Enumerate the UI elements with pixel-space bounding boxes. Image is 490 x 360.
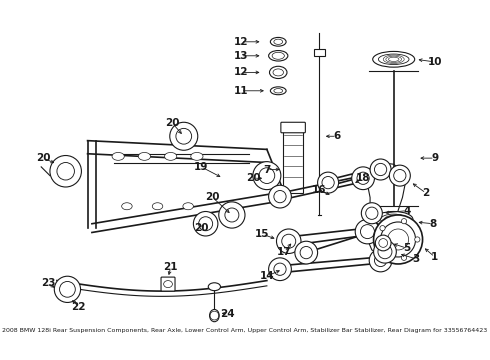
Ellipse shape <box>269 50 288 61</box>
Circle shape <box>369 249 392 272</box>
Ellipse shape <box>152 203 163 210</box>
Ellipse shape <box>373 51 415 67</box>
Text: 24: 24 <box>220 309 235 319</box>
Circle shape <box>352 167 374 190</box>
Text: 20: 20 <box>37 153 51 163</box>
Text: 12: 12 <box>233 37 248 47</box>
Circle shape <box>415 237 420 242</box>
Text: 19: 19 <box>194 162 208 172</box>
Text: 5: 5 <box>403 243 411 253</box>
Circle shape <box>380 226 385 231</box>
Circle shape <box>373 215 422 264</box>
Circle shape <box>401 219 407 224</box>
Text: 22: 22 <box>72 302 86 312</box>
Polygon shape <box>368 162 405 255</box>
Circle shape <box>276 229 301 253</box>
Circle shape <box>355 219 380 244</box>
FancyBboxPatch shape <box>281 122 305 133</box>
Text: 2: 2 <box>422 188 430 198</box>
Ellipse shape <box>183 203 194 210</box>
Ellipse shape <box>270 87 286 95</box>
Circle shape <box>54 276 80 302</box>
Ellipse shape <box>112 152 124 160</box>
FancyBboxPatch shape <box>161 277 175 291</box>
Text: 20: 20 <box>194 223 209 233</box>
Circle shape <box>194 211 218 236</box>
Bar <box>314 49 324 56</box>
Text: 3: 3 <box>412 254 419 264</box>
Ellipse shape <box>210 310 219 322</box>
Text: 12: 12 <box>233 67 248 77</box>
Text: 20: 20 <box>165 118 180 128</box>
Text: 17: 17 <box>277 247 292 257</box>
Text: 6: 6 <box>333 131 341 141</box>
Circle shape <box>295 241 318 264</box>
Text: 18: 18 <box>356 173 370 183</box>
Ellipse shape <box>122 203 132 210</box>
Bar <box>284 127 303 193</box>
Circle shape <box>375 235 391 251</box>
Text: 20: 20 <box>205 193 220 202</box>
Text: 21: 21 <box>163 262 178 273</box>
Circle shape <box>219 202 245 228</box>
Text: 9: 9 <box>431 153 439 163</box>
Text: 15: 15 <box>255 229 270 239</box>
Text: 16: 16 <box>312 185 327 195</box>
Ellipse shape <box>374 211 413 227</box>
Circle shape <box>50 156 81 187</box>
Ellipse shape <box>270 66 287 78</box>
Text: 20: 20 <box>246 173 261 183</box>
Text: 4: 4 <box>403 206 411 216</box>
Ellipse shape <box>270 37 286 46</box>
Circle shape <box>380 248 385 253</box>
Circle shape <box>318 172 339 193</box>
Text: 8: 8 <box>429 219 437 229</box>
Text: 1: 1 <box>431 252 439 262</box>
Text: 10: 10 <box>428 57 442 67</box>
Ellipse shape <box>165 152 177 160</box>
Text: 11: 11 <box>233 86 248 96</box>
Circle shape <box>370 159 391 180</box>
Circle shape <box>373 240 396 263</box>
Circle shape <box>401 255 407 260</box>
Text: 7: 7 <box>263 165 270 175</box>
Ellipse shape <box>191 152 203 160</box>
Text: 2008 BMW 128i Rear Suspension Components, Rear Axle, Lower Control Arm, Upper Co: 2008 BMW 128i Rear Suspension Components… <box>2 328 488 333</box>
Text: 13: 13 <box>233 51 248 61</box>
Circle shape <box>269 185 292 208</box>
Circle shape <box>390 165 410 186</box>
Text: 14: 14 <box>260 271 274 281</box>
Ellipse shape <box>138 152 150 160</box>
Circle shape <box>253 162 281 190</box>
Circle shape <box>170 122 198 150</box>
Circle shape <box>269 258 292 280</box>
Ellipse shape <box>208 283 220 291</box>
Circle shape <box>361 203 382 224</box>
Text: 23: 23 <box>41 278 55 288</box>
